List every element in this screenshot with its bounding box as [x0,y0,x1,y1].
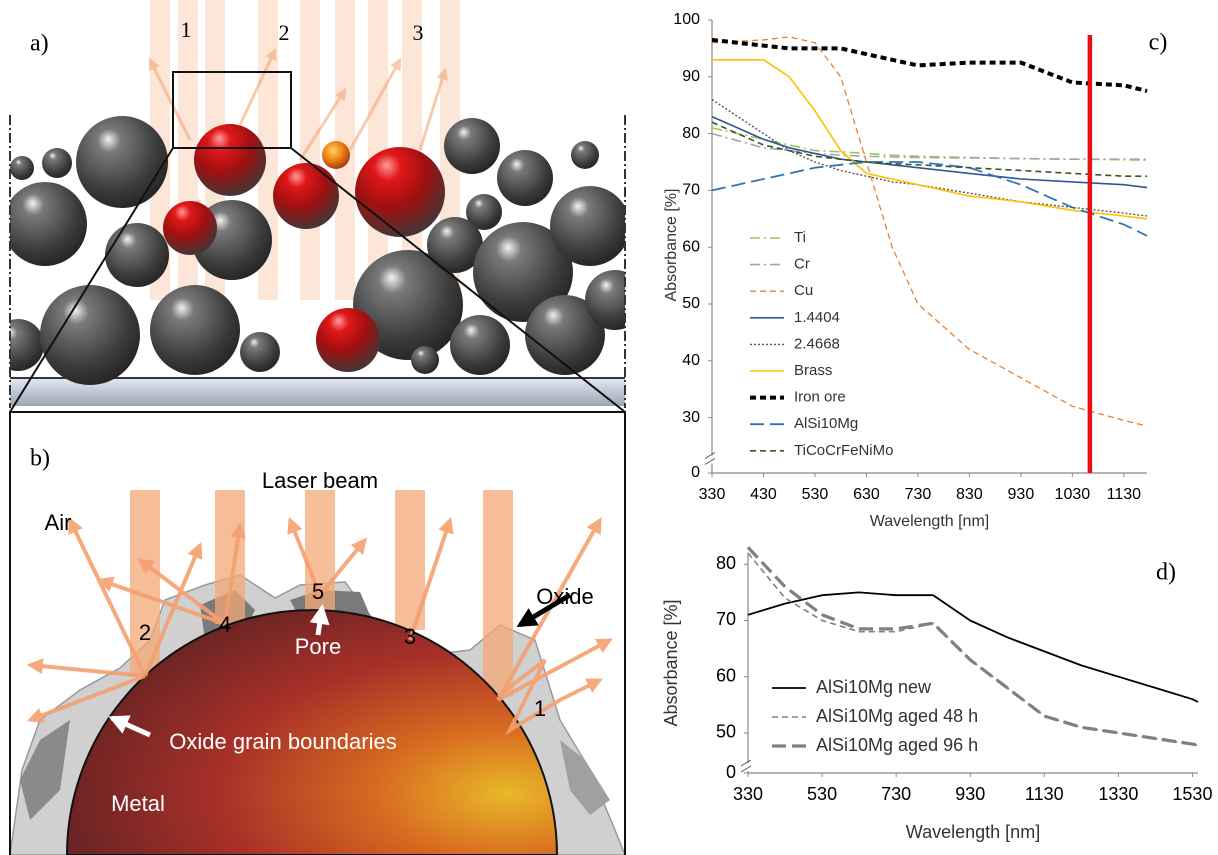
annotation: 4 [219,612,231,637]
panel-label: d) [1156,560,1176,586]
page: { "panels": { "a": {"label": "a)", "beam… [0,0,1218,855]
legend-label: 1.4404 [794,309,840,326]
charts: 0 30 40 50 60 70 80 90 100 330 430 530 630 730 830 930 1… [661,11,1213,842]
annotation: Metal [111,791,165,816]
x-tick-label: 930 [955,784,985,804]
y-tick-label: 50 [682,295,700,312]
x-tick-label: 1030 [1055,486,1091,503]
y-tick-label: 100 [673,11,700,28]
annotation: Air [45,510,72,535]
x-tick-label: 530 [802,486,829,503]
legend-label: AlSi10Mg aged 96 h [816,735,978,755]
y-tick-label: 80 [716,553,736,573]
x-axis-title: Wavelength [nm] [870,513,989,530]
y-tick-label: 30 [682,409,700,426]
y-tick-label: 70 [682,182,700,199]
x-tick-label: 330 [699,486,726,503]
beam-label: 3 [413,20,424,45]
y-tick-label: 50 [716,722,736,742]
legend-label: Cr [794,256,810,273]
legend-label: 2.4668 [794,335,840,352]
figure: a) 1 2 3 b) Laser beam Air 2 4 5 3 Oxide Pore 1… [0,0,1218,855]
series-line [712,117,1147,188]
legend-label: Cu [794,282,813,299]
x-tick-label: 1130 [1107,486,1142,503]
beam-title: Laser beam [262,468,378,493]
annotation: 2 [139,620,151,645]
x-tick-label: 330 [733,784,763,804]
x-tick-label: 630 [853,486,880,503]
legend-label: AlSi10Mg new [816,677,932,697]
x-tick-label: 830 [956,486,983,503]
panel-label: c) [1149,30,1168,56]
y-tick-label: 0 [726,762,736,782]
series-line [712,100,1147,217]
x-axis-title: Wavelength [nm] [906,822,1040,842]
x-tick-label: 1330 [1098,784,1138,804]
panel-label: b) [30,446,50,472]
legend-label: AlSi10Mg [794,415,858,432]
x-tick-label: 1530 [1172,784,1212,804]
y-axis-title: Absorbance [%] [663,189,680,302]
y-tick-label: 60 [682,238,700,255]
annotation: 5 [312,579,324,604]
annotation: Oxide grain boundaries [169,729,396,754]
series-line [712,134,1147,160]
x-tick-label: 730 [881,784,911,804]
melt-detail [10,490,625,855]
beam-label: 1 [181,17,192,42]
x-tick-label: 1130 [1025,784,1064,804]
x-tick-label: 930 [1008,486,1035,503]
series-line [712,37,1147,426]
legend-label: Iron ore [794,389,846,406]
x-tick-label: 530 [807,784,837,804]
y-tick-label: 90 [682,68,700,85]
annotation: 3 [404,624,416,649]
legend-label: Ti [794,229,806,246]
particles [0,116,645,385]
y-tick-label: 0 [691,464,700,481]
annotation: Oxide [536,584,593,609]
series-line [712,40,1147,91]
legend-label: TiCoCrFeNiMo [794,442,893,459]
x-tick-label: 430 [750,486,777,503]
y-tick-label: 40 [682,352,700,369]
y-tick-label: 60 [716,665,736,685]
series-line [712,162,1147,236]
y-tick-label: 70 [716,609,736,629]
legend-label: AlSi10Mg aged 48 h [816,706,978,726]
powder-bed [0,0,645,406]
annotation: 1 [534,696,546,721]
x-tick-label: 730 [905,486,932,503]
annotation: Pore [295,634,341,659]
beam-label: 2 [279,20,290,45]
y-axis-title: Absorbance [%] [661,599,681,726]
panel-label: a) [30,31,49,57]
legend-label: Brass [794,362,832,379]
y-tick-label: 80 [682,125,700,142]
